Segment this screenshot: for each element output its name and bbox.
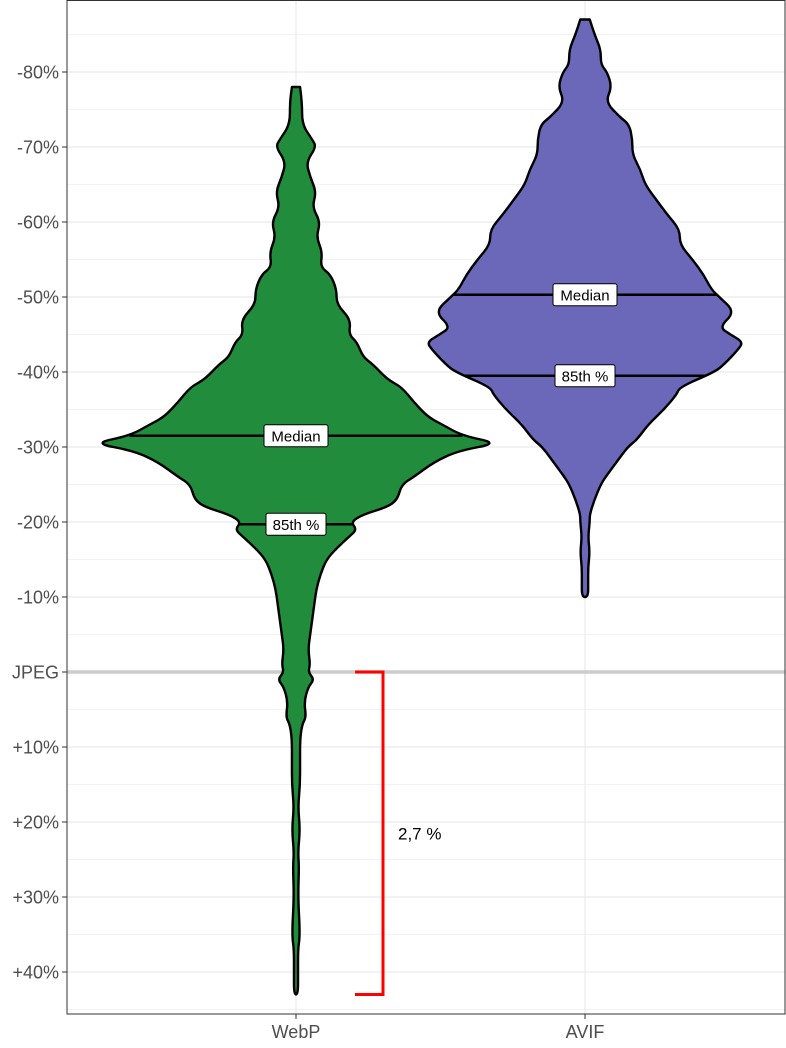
p85-label: 85th %	[273, 517, 320, 534]
y-tick-label: -10%	[17, 588, 59, 608]
red-bracket	[355, 670, 385, 996]
y-tick-label: +40%	[12, 963, 59, 983]
violin-shape	[427, 18, 743, 599]
x-axis: WebP AVIF	[272, 1014, 605, 1042]
median-label-box	[552, 283, 618, 307]
p85-label-box	[265, 512, 327, 536]
y-tick-label: -20%	[17, 513, 59, 533]
p85-label-box	[554, 364, 616, 388]
violin-avif: Median 85th %	[427, 18, 743, 599]
y-tick-label: -40%	[17, 363, 59, 383]
violin-webp: Median 85th %	[101, 85, 491, 996]
median-label: Median	[271, 428, 320, 445]
y-tick-label: +20%	[12, 813, 59, 833]
y-tick-label: -70%	[17, 138, 59, 158]
y-tick-label: +30%	[12, 888, 59, 908]
annotation: 2,7 %	[355, 670, 441, 996]
median-label: Median	[560, 287, 609, 304]
bracket-label: 2,7 %	[398, 824, 441, 843]
x-tick-label: WebP	[272, 1022, 321, 1042]
median-label-box	[263, 424, 329, 448]
y-tick-label: -80%	[17, 63, 59, 83]
y-tick-label: -60%	[17, 213, 59, 233]
p85-label: 85th %	[562, 368, 609, 385]
x-tick-label: AVIF	[566, 1022, 605, 1042]
violin-shape	[101, 85, 491, 996]
y-tick-label: JPEG	[12, 663, 59, 683]
grid	[67, 0, 785, 1014]
y-tick-label: -50%	[17, 288, 59, 308]
y-tick-label: +10%	[12, 738, 59, 758]
panel-border	[66, 0, 786, 1015]
y-tick-label: -30%	[17, 438, 59, 458]
y-axis: -80% -70% -60% -50% -40% -30% -20% -10% JPEG +10%…	[12, 63, 67, 983]
violins: Median 85th % Median 85th %	[101, 18, 743, 996]
